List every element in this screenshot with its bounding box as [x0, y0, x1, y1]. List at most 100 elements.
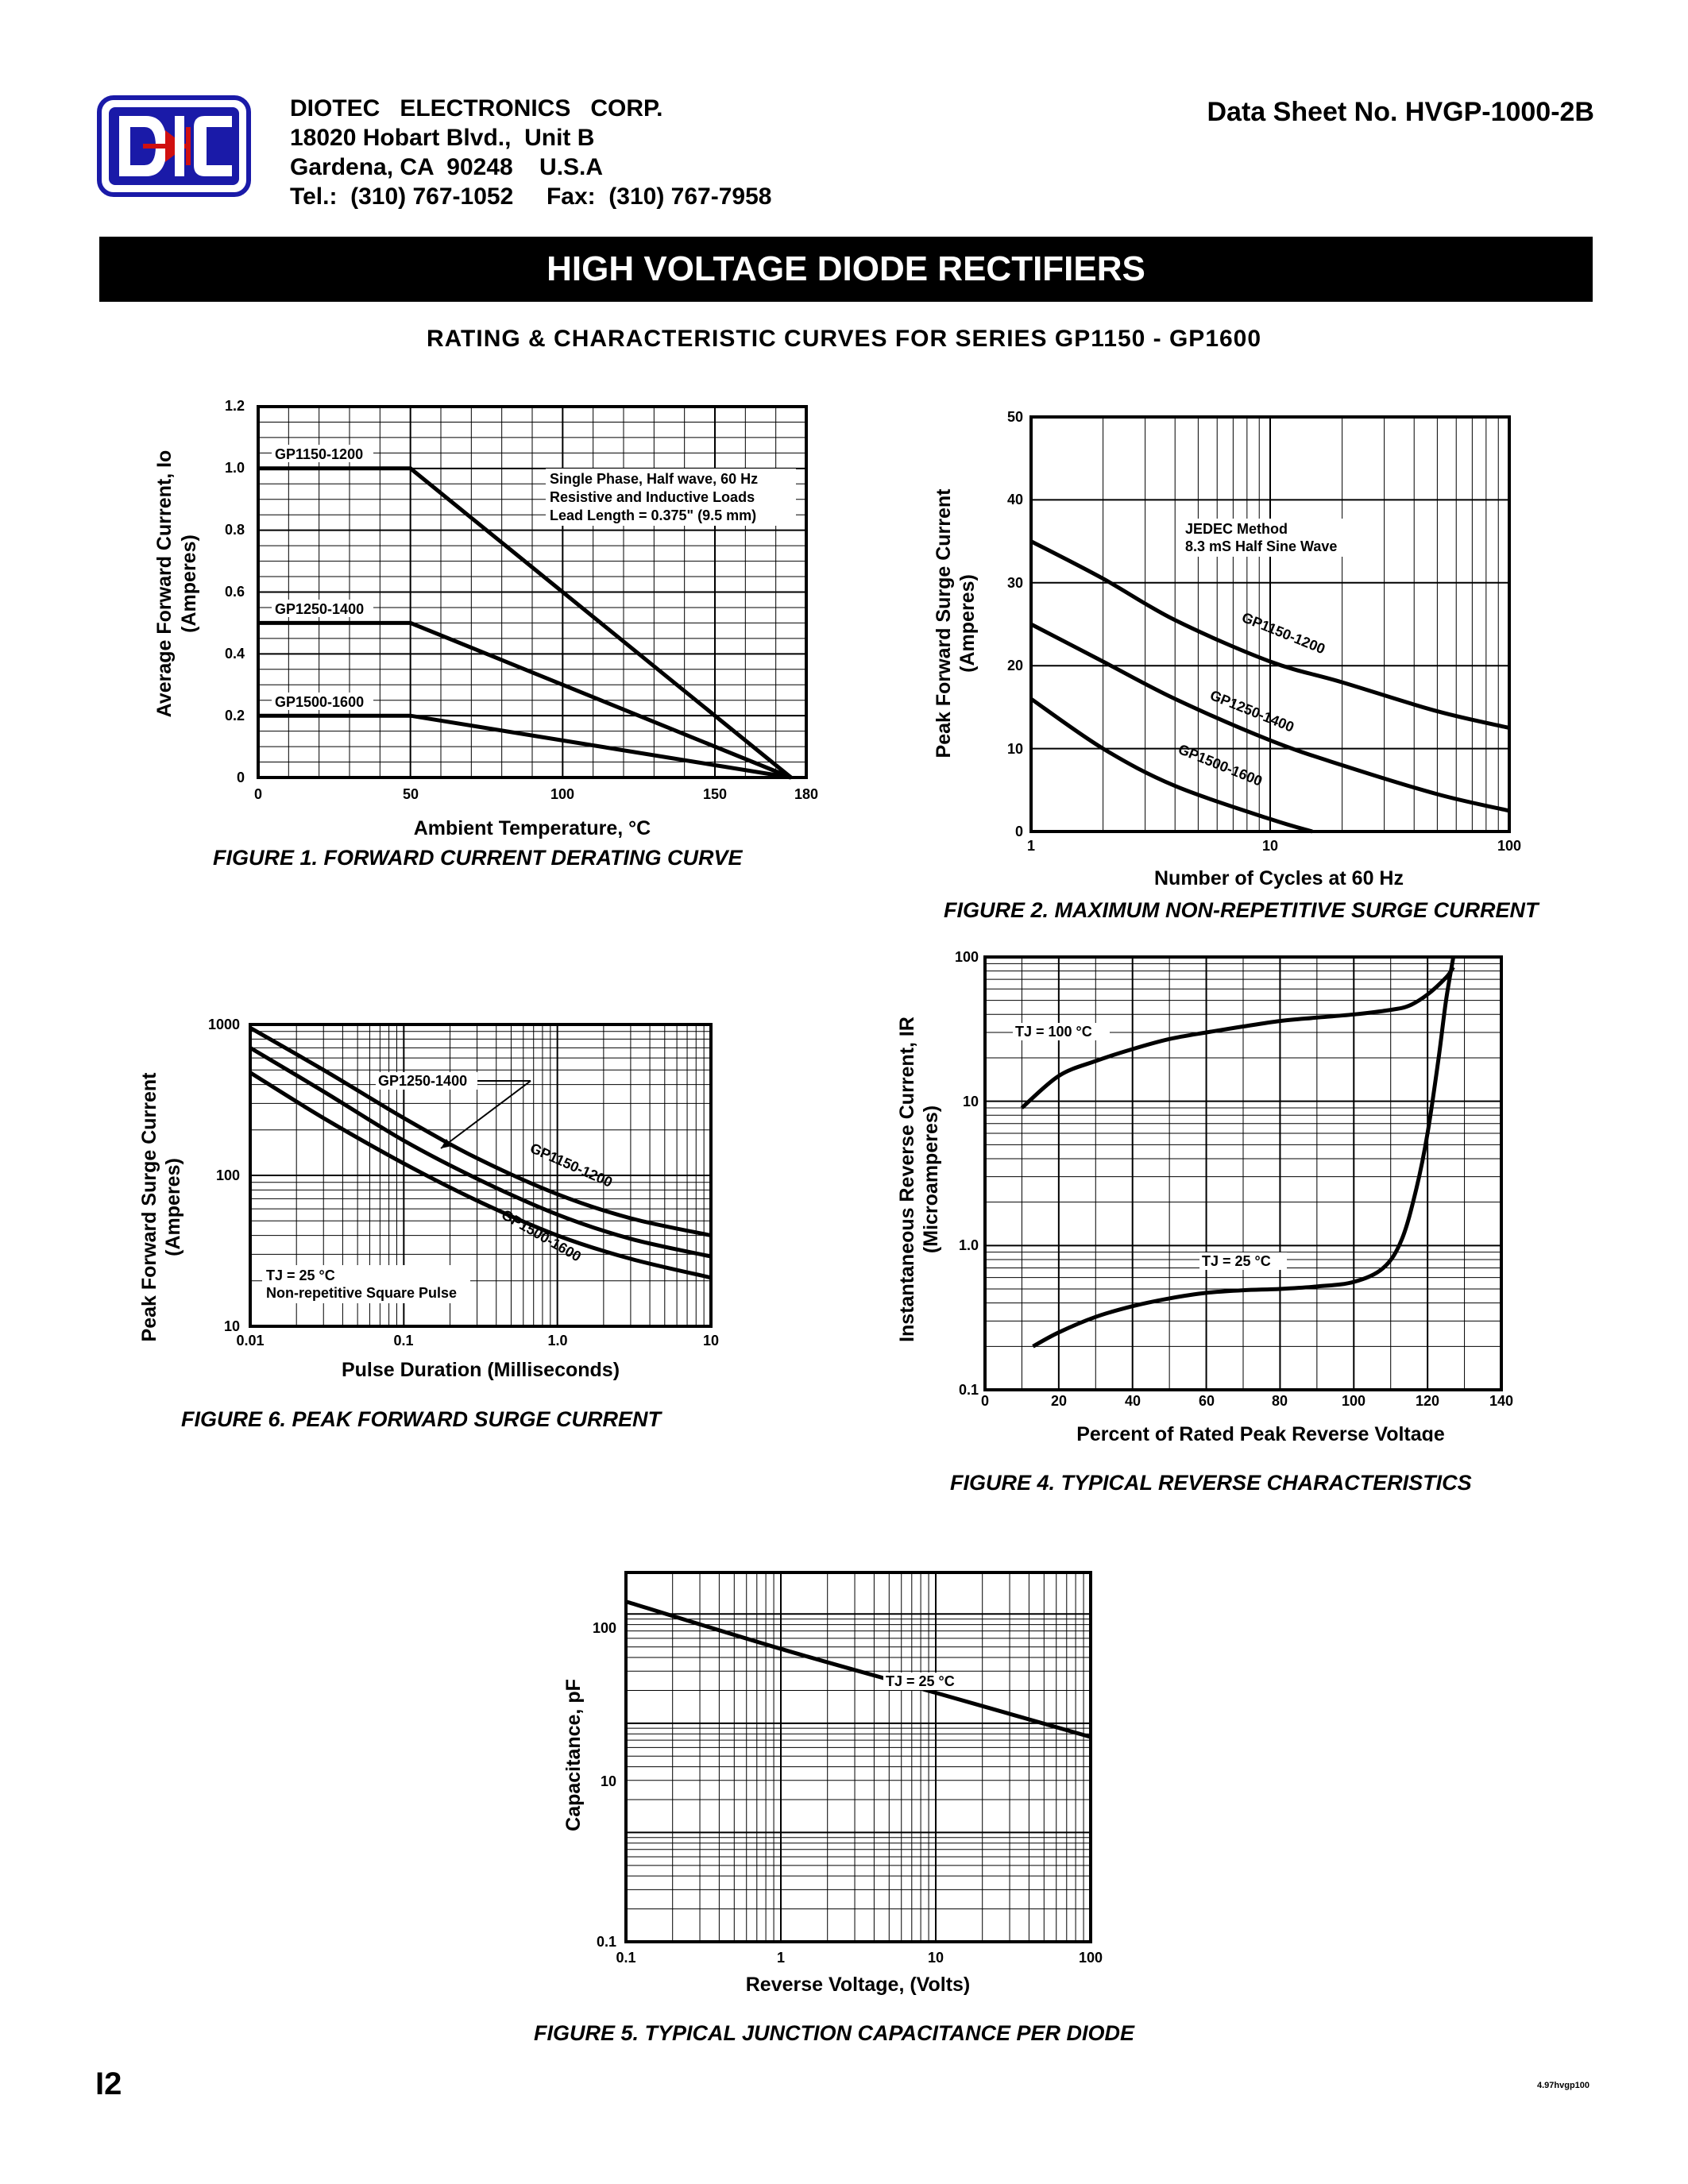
fig6-callout-line: [440, 1080, 531, 1149]
fig4-grid: [985, 957, 1501, 1390]
fig4-note-cold: TJ = 25 °C: [1202, 1253, 1271, 1269]
fig2-grid: [1031, 417, 1509, 832]
company-logo: [97, 95, 251, 197]
fig1-ytick: 1.0: [225, 460, 245, 476]
fig6-plot-frame: [249, 1023, 713, 1328]
fig4-x-axis-label: Percent of Rated Peak Reverse Voltage: [1076, 1423, 1445, 1441]
fig6-series-line-3: [249, 1071, 712, 1280]
fig1-series-line-3: [258, 713, 792, 780]
fig1-xtick: 50: [403, 786, 419, 802]
fig2-series-label: GP1250-1400: [1208, 687, 1296, 735]
figure-1: 0 0.2 0.4 0.6 0.8 1.0 1.2 0 50 100 150 1…: [127, 393, 842, 854]
fig6-ytick: 100: [216, 1167, 240, 1183]
company-phone-fax: Tel.: (310) 767-1052 Fax: (310) 767-7958: [290, 183, 772, 210]
fig5-note-1: TJ = 25 °C: [886, 1673, 955, 1689]
fig1-ytick: 0.2: [225, 708, 245, 723]
fig5-note-bg: [883, 1673, 971, 1690]
fig1-ytick: 0.6: [225, 584, 245, 600]
fig1-note-3: Lead Length = 0.375" (9.5 mm): [550, 507, 756, 523]
fig4-xtick: 40: [1125, 1393, 1141, 1409]
fig2-note-box: [1182, 519, 1349, 557]
fig2-series-line-3: [1029, 696, 1313, 834]
fig6-callout-arrow: [441, 1139, 452, 1148]
fig4-y-axis-label: Instantaneous Reverse Current, IR: [896, 1017, 918, 1342]
fig6-ytick: 1000: [208, 1017, 240, 1032]
fig1-xtick: 180: [794, 786, 818, 802]
fig1-y-axis-label: Average Forward Current, Io: [153, 450, 176, 718]
fig2-series-line-2: [1029, 622, 1510, 813]
fig1-x-ticks: 0 50 100 150 180: [254, 786, 818, 802]
fig6-series-label: GP1150-1200: [527, 1140, 615, 1190]
fig4-x-ticks: 0 20 40 60 80 100 120 140: [981, 1393, 1513, 1409]
document-code: 4.97hvgp100: [1537, 2081, 1590, 2090]
fig4-ytick: 1.0: [959, 1237, 979, 1253]
fig4-plot-frame: [983, 955, 1503, 1391]
fig6-y-axis-unit: (Amperes): [162, 1158, 184, 1256]
fig4-series-line-1: [1020, 966, 1455, 1109]
fig5-xtick: 0.1: [616, 1950, 635, 1966]
fig1-series-line-2: [258, 620, 792, 780]
fig1-ytick: 0: [237, 770, 245, 785]
fig6-note-2: Non-repetitive Square Pulse: [266, 1285, 457, 1301]
fig4-y-axis-unit: (Microamperes): [920, 1106, 942, 1253]
fig4-xtick: 120: [1416, 1393, 1439, 1409]
fig6-y-axis-label: Peak Forward Surge Current: [138, 1072, 160, 1342]
fig5-plot-frame: [624, 1571, 1092, 1943]
fig2-series-label: GP1150-1200: [1240, 609, 1327, 657]
fig1-series-label: GP1500-1600: [275, 694, 364, 710]
fig5-series-line-1: [625, 1599, 1091, 1739]
fig2-x-axis-label: Number of Cycles at 60 Hz: [1154, 867, 1404, 889]
fig6-series-line-1: [249, 1026, 712, 1238]
fig4-note-bg: [1013, 1023, 1110, 1040]
company-address-1: 18020 Hobart Blvd., Unit B: [290, 125, 595, 151]
fig4-xtick: 140: [1489, 1393, 1513, 1409]
fig2-note-1: JEDEC Method: [1185, 521, 1288, 537]
fig5-x-axis-label: Reverse Voltage, (Volts): [746, 1974, 971, 1996]
fig6-x-axis-label: Pulse Duration (Milliseconds): [342, 1359, 620, 1381]
fig1-note-2: Resistive and Inductive Loads: [550, 489, 755, 505]
fig5-xtick: 10: [928, 1950, 944, 1966]
figure-1-caption: FIGURE 1. FORWARD CURRENT DERATING CURVE: [213, 846, 743, 870]
fig1-ytick: 1.2: [225, 398, 245, 414]
fig4-xtick: 20: [1051, 1393, 1067, 1409]
fig2-ytick: 50: [1007, 409, 1023, 425]
fig6-note-1: TJ = 25 °C: [266, 1268, 335, 1283]
fig4-ytick: 10: [963, 1094, 979, 1109]
fig2-curves: [1029, 539, 1510, 834]
fig5-y-axis-label: Capacitance, pF: [562, 1679, 585, 1831]
fig2-ytick: 40: [1007, 492, 1023, 507]
fig4-ytick: 0.1: [959, 1382, 979, 1398]
fig1-y-axis-unit: (Amperes): [178, 534, 200, 633]
figure-4-caption: FIGURE 4. TYPICAL REVERSE CHARACTERISTIC…: [950, 1471, 1472, 1495]
fig6-xtick: 1.0: [547, 1333, 567, 1349]
fig1-curves: [258, 466, 793, 780]
company-name: DIOTEC ELECTRONICS CORP.: [290, 95, 663, 122]
fig6-curves: [249, 1026, 712, 1280]
fig2-xtick: 100: [1497, 838, 1521, 854]
fig5-xtick: 100: [1079, 1950, 1103, 1966]
fig1-x-axis-label: Ambient Temperature, °C: [414, 817, 651, 839]
fig1-y-ticks: 0 0.2 0.4 0.6 0.8 1.0 1.2: [225, 398, 245, 785]
figure-5: 0.1 10 100 0.1 1 10 100 Reverse Voltage,…: [540, 1557, 1112, 2001]
fig2-y-ticks: 0 10 20 30 40 50: [1007, 409, 1023, 839]
page-number: I2: [95, 2066, 122, 2101]
fig2-y-axis-unit: (Amperes): [956, 574, 979, 673]
figure-2: 0 10 20 30 40 50 1 10 100 Number of Cycl…: [914, 401, 1620, 901]
company-address-2: Gardena, CA 90248 U.S.A: [290, 154, 604, 180]
fig4-y-ticks: 0.1 1.0 10 100: [955, 949, 979, 1398]
fig4-series-line-2: [1032, 956, 1456, 1349]
fig5-x-ticks: 0.1 1 10 100: [616, 1950, 1103, 1966]
figure-6-caption: FIGURE 6. PEAK FORWARD SURGE CURRENT: [181, 1407, 662, 1431]
fig1-label-bg: [272, 693, 373, 710]
fig5-xtick: 1: [777, 1950, 785, 1966]
fig1-plot-frame: [257, 405, 808, 779]
page-subtitle: RATING & CHARACTERISTIC CURVES FOR SERIE…: [426, 326, 1262, 352]
fig2-xtick: 10: [1262, 838, 1278, 854]
fig5-ytick: 0.1: [597, 1934, 616, 1950]
fig1-label-bg: [272, 600, 373, 617]
fig1-ytick: 0.8: [225, 522, 245, 538]
fig2-ytick: 0: [1015, 824, 1023, 839]
fig1-label-bg: [272, 445, 373, 462]
fig2-y-axis-label: Peak Forward Surge Current: [933, 488, 955, 758]
fig6-ytick: 10: [224, 1318, 240, 1334]
